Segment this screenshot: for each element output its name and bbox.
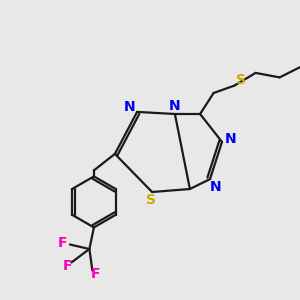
Text: N: N [169,100,181,113]
Text: F: F [91,267,101,281]
Text: F: F [58,236,67,250]
Text: N: N [124,100,135,114]
Text: F: F [63,259,73,273]
Text: S: S [236,73,246,87]
Text: N: N [225,132,236,146]
Text: S: S [146,193,156,206]
Text: N: N [210,180,222,194]
